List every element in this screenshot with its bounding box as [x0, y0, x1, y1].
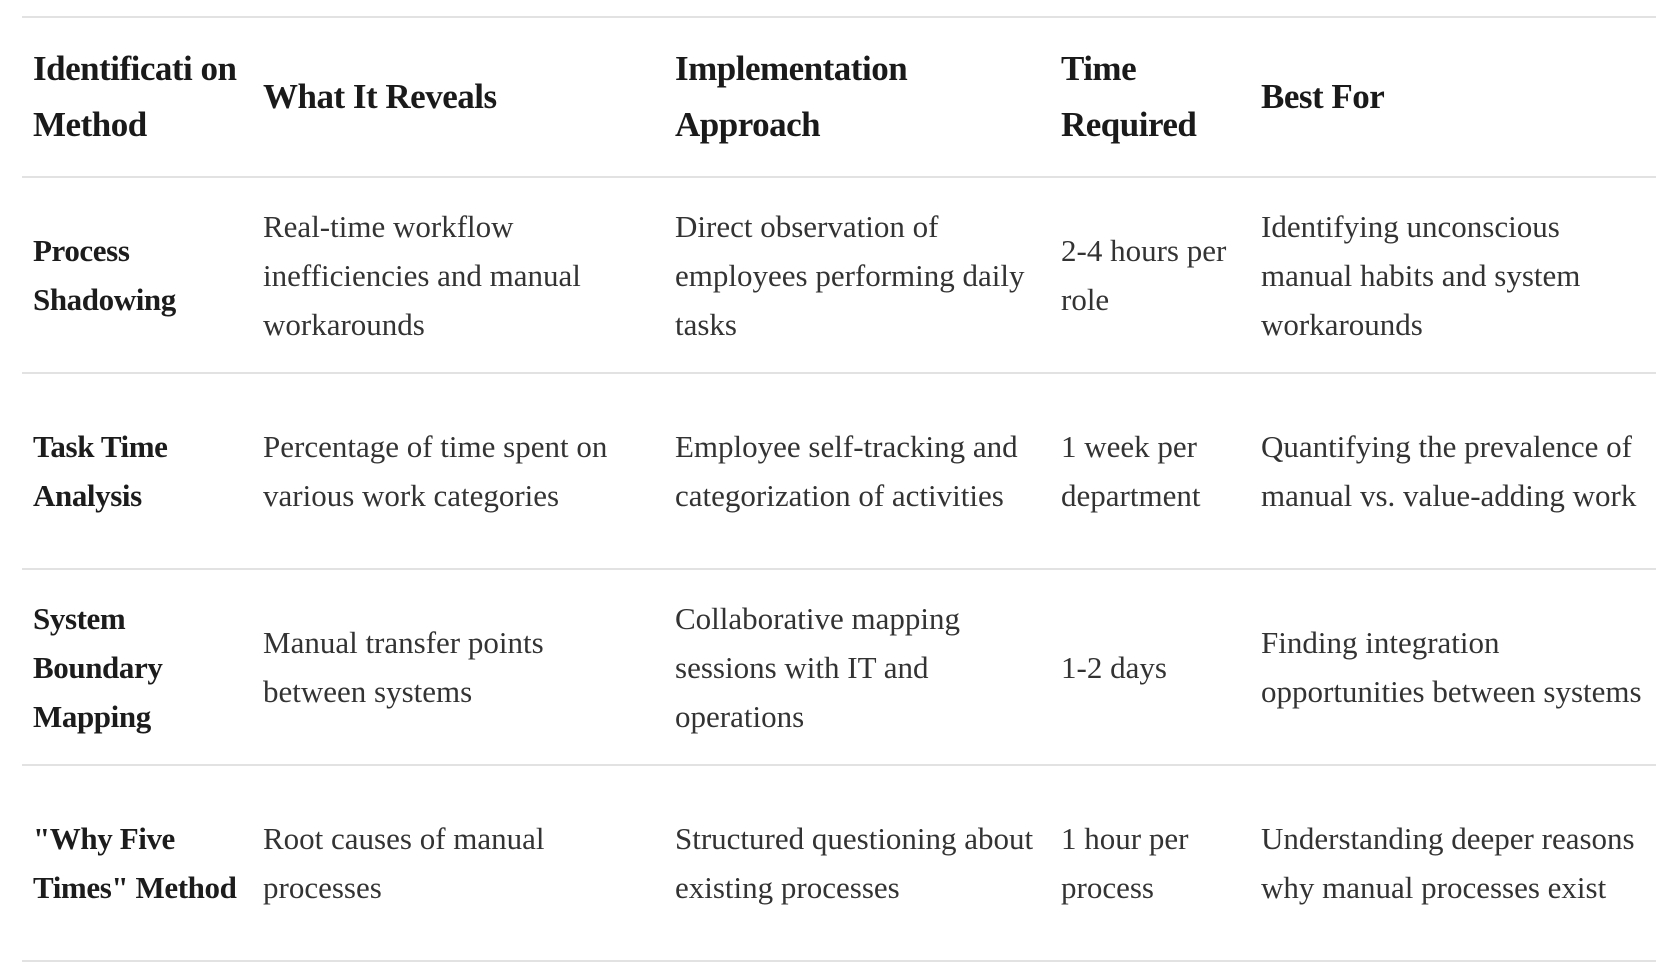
- reveals-cell: Percentage of time spent on various work…: [252, 373, 664, 570]
- best-for-cell: Quantifying the prevalence of manual vs.…: [1250, 373, 1656, 570]
- time-cell: 1-2 days: [1050, 569, 1250, 766]
- header-label: Time Required: [1061, 49, 1197, 144]
- time-cell: 1 hour per process: [1050, 765, 1250, 962]
- header-label: Identificati on Method: [33, 49, 237, 144]
- time-cell: 2-4 hours per role: [1050, 177, 1250, 374]
- header-best-for: Best For: [1250, 17, 1656, 178]
- table-row: Process Shadowing Real-time workflow ine…: [22, 177, 1656, 374]
- reveals-cell: Real-time workflow inefficiencies and ma…: [252, 177, 664, 374]
- method-cell: System Boundary Mapping: [22, 569, 252, 766]
- header-row: Identificati on Method What It Reveals I…: [22, 17, 1656, 178]
- table-row: System Boundary Mapping Manual transfer …: [22, 569, 1656, 766]
- comparison-table-container: Identificati on Method What It Reveals I…: [22, 16, 1656, 962]
- header-label: What It Reveals: [263, 77, 497, 116]
- best-for-cell: Identifying unconscious manual habits an…: [1250, 177, 1656, 374]
- approach-cell: Structured questioning about existing pr…: [664, 765, 1050, 962]
- identification-methods-table: Identificati on Method What It Reveals I…: [22, 16, 1656, 962]
- table-body: Process Shadowing Real-time workflow ine…: [22, 177, 1656, 962]
- table-header: Identificati on Method What It Reveals I…: [22, 17, 1656, 178]
- method-cell: "Why Five Times" Method: [22, 765, 252, 962]
- approach-cell: Collaborative mapping sessions with IT a…: [664, 569, 1050, 766]
- table-row: Task Time Analysis Percentage of time sp…: [22, 373, 1656, 570]
- header-label: Best For: [1261, 77, 1385, 116]
- header-implementation-approach: Implementation Approach: [664, 17, 1050, 178]
- header-what-it-reveals: What It Reveals: [252, 17, 664, 178]
- best-for-cell: Understanding deeper reasons why manual …: [1250, 765, 1656, 962]
- reveals-cell: Manual transfer points between systems: [252, 569, 664, 766]
- method-cell: Task Time Analysis: [22, 373, 252, 570]
- approach-cell: Employee self-tracking and categorizatio…: [664, 373, 1050, 570]
- header-time-required: Time Required: [1050, 17, 1250, 178]
- method-cell: Process Shadowing: [22, 177, 252, 374]
- header-label: Implementation Approach: [675, 49, 908, 144]
- time-cell: 1 week per department: [1050, 373, 1250, 570]
- best-for-cell: Finding integration opportunities betwee…: [1250, 569, 1656, 766]
- header-identification-method: Identificati on Method: [22, 17, 252, 178]
- reveals-cell: Root causes of manual processes: [252, 765, 664, 962]
- table-row: "Why Five Times" Method Root causes of m…: [22, 765, 1656, 962]
- approach-cell: Direct observation of employees performi…: [664, 177, 1050, 374]
